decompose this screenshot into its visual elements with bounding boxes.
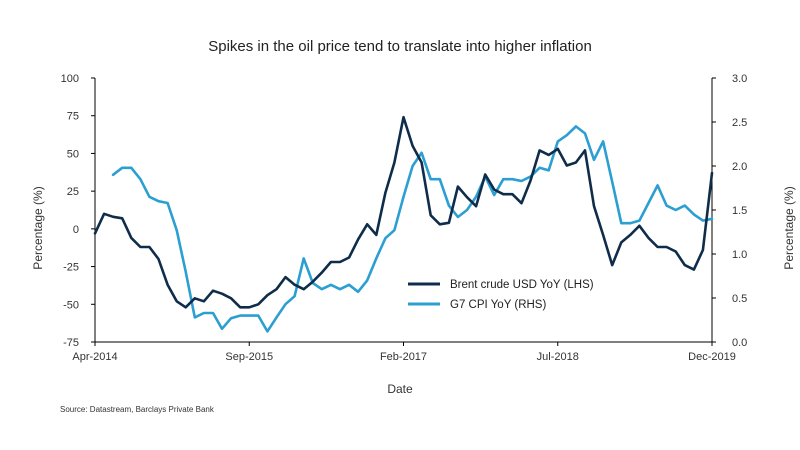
left-y-ticks: 100 75 50 25 0 -25 -50 -75: [61, 73, 95, 349]
series-line-brent: [93, 115, 714, 309]
x-tick-label: Feb-2017: [380, 351, 427, 363]
x-ticks: Apr-2014 Sep-2015 Feb-2017 Jul-2018 Dec-2019: [72, 342, 736, 363]
source-note: Source: Datastream, Barclays Private Ban…: [60, 405, 215, 414]
left-y-tick-label: -25: [63, 262, 79, 274]
x-tick-label: Apr-2014: [72, 351, 117, 363]
legend: Brent crude USD YoY (LHS) G7 CPI YoY (RH…: [408, 279, 594, 311]
left-y-axis-title: Percentage (%): [31, 186, 45, 269]
left-y-tick-label: -75: [63, 337, 79, 349]
chart-title: Spikes in the oil price tend to translat…: [208, 38, 592, 55]
series-line-cpi: [111, 125, 714, 333]
left-y-tick-label: 0: [73, 224, 79, 236]
legend-label-cpi: G7 CPI YoY (RHS): [450, 299, 546, 311]
right-y-tick-label: 2.5: [732, 117, 747, 129]
left-y-tick-label: 25: [67, 186, 79, 198]
legend-label-brent: Brent crude USD YoY (LHS): [450, 279, 594, 291]
right-y-tick-label: 1.0: [732, 249, 747, 261]
x-tick-label: Dec-2019: [688, 351, 736, 363]
left-y-tick-label: 100: [61, 73, 79, 85]
right-y-tick-label: 3.0: [732, 73, 747, 85]
left-y-tick-label: 50: [67, 148, 79, 160]
left-y-tick-label: -50: [63, 299, 79, 311]
left-y-tick-label: 75: [67, 111, 79, 123]
right-y-ticks: 3.0 2.5 2.0 1.5 1.0 0.5 0.0: [712, 73, 747, 349]
x-tick-label: Jul-2018: [537, 351, 579, 363]
right-y-axis-title: Percentage (%): [782, 186, 796, 269]
right-y-tick-label: 1.5: [732, 205, 747, 217]
right-y-tick-label: 0.5: [732, 293, 747, 305]
series-lines: [93, 115, 714, 333]
x-tick-label: Sep-2015: [225, 351, 273, 363]
right-y-tick-label: 0.0: [732, 337, 747, 349]
right-y-tick-label: 2.0: [732, 161, 747, 173]
x-axis-title: Date: [387, 382, 413, 396]
